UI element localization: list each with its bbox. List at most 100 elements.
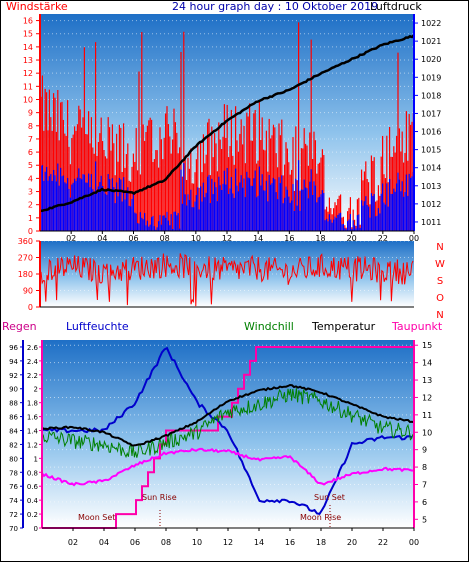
astro-annotations: Moon Set Sun Rise Sun Set Moon Rise [78, 493, 345, 528]
temperatur-tick-label: 9 [422, 446, 427, 455]
bottom-x-tick-label: 04 [99, 538, 109, 547]
moon-rise-label: Moon Rise [300, 513, 341, 522]
regen-tick-label: 2.4 [27, 358, 39, 366]
luftfeuchte-tick-label: 82 [9, 441, 18, 449]
regen-tick-label: 0.6 [27, 483, 39, 491]
temperatur-tick-label: 5 [422, 515, 427, 524]
bottom-x-tick-label: 10 [192, 538, 202, 547]
pressure-tick-label: 1018 [421, 91, 441, 100]
pressure-tick-label: 1022 [421, 19, 441, 28]
regen-tick-label: 0 [34, 525, 38, 533]
pressure-tick-label: 1020 [421, 55, 441, 64]
regen-tick-label: 1.2 [27, 441, 38, 449]
wind-tick-label: 9 [28, 109, 33, 118]
luftfeuchte-tick-label: 86 [9, 414, 18, 422]
regen-tick-label: 2.2 [27, 372, 38, 380]
direction-letter: N [436, 242, 443, 253]
wind-tick-label: 15 [23, 30, 33, 39]
direction-tick-label: 90 [23, 287, 33, 296]
wind-tick-label: 8 [28, 122, 33, 131]
wind-direction-line [40, 253, 414, 307]
wind-tick-label: 7 [28, 135, 33, 144]
direction-tick-label: 360 [18, 237, 33, 246]
luftfeuchte-line [41, 346, 413, 515]
bottom-x-tick-label: 12 [223, 538, 233, 547]
regen-tick-label: 0.8 [27, 469, 38, 477]
wind-tick-label: 6 [28, 148, 33, 157]
page-title: 24 hour graph day : 10 Oktober 2019 [172, 0, 378, 13]
temperatur-tick-label: 6 [422, 498, 427, 507]
temperatur-tick-label: 15 [422, 341, 432, 350]
regen-ticks: 0 0.2 0.4 0.6 0.8 1 1.2 1.4 1.6 1.8 2 2.2 2.4 2.6 [27, 344, 42, 533]
temperatur-line [41, 383, 415, 447]
luftfeuchte-tick-label: 84 [9, 428, 18, 436]
luftfeuchte-tick-label: 74 [9, 497, 18, 505]
bottom-x-tick-label: 00 [409, 538, 419, 547]
luftfeuchte-tick-label: 96 [9, 344, 18, 352]
regen-tick-label: 2.6 [27, 344, 39, 352]
luftfeuchte-tick-label: 80 [9, 455, 18, 463]
wind-tick-label: 13 [23, 56, 33, 65]
legend-windchill: Windchill [244, 320, 294, 333]
wind-avg-bars [40, 160, 414, 231]
wind-tick-label: 5 [28, 161, 33, 170]
direction-letter: W [435, 259, 445, 270]
top-x-tick-label: 14 [253, 234, 263, 243]
wind-tick-label: 11 [23, 82, 33, 91]
luftfeuchte-tick-label: 90 [9, 386, 18, 394]
sun-set-label: Sun Set [314, 493, 345, 502]
temperatur-tick-label: 14 [422, 359, 432, 368]
regen-tick-label: 2 [34, 386, 38, 394]
wind-tick-label: 3 [28, 188, 33, 197]
bottom-x-tick-label: 16 [285, 538, 295, 547]
wind-tick-label: 0 [28, 227, 33, 236]
top-x-ticks: 02 04 06 08 10 12 14 16 18 20 22 00 [66, 231, 419, 243]
bottom-x-tick-label: 14 [254, 538, 264, 547]
bottom-x-tick-label: 02 [68, 538, 78, 547]
bottom-x-ticks: 02 04 06 08 10 12 14 16 18 20 22 00 [68, 528, 419, 547]
regen-tick-label: 1.4 [27, 428, 39, 436]
luftfeuchte-tick-label: 88 [9, 400, 18, 408]
bottom-x-tick-label: 22 [378, 538, 388, 547]
pressure-tick-label: 1016 [421, 128, 441, 137]
regen-tick-label: 0.2 [27, 511, 38, 519]
wind-tick-label: 1 [28, 214, 33, 223]
windchill-line [41, 388, 415, 459]
top-x-tick-label: 06 [128, 234, 138, 243]
regen-tick-label: 0.4 [27, 497, 39, 505]
wind-tick-label: 10 [23, 95, 33, 104]
pressure-tick-label: 1012 [421, 200, 441, 209]
direction-letter: S [437, 276, 443, 287]
wind-axis-label: Windstärke [6, 0, 68, 13]
top-x-tick-label: 04 [97, 234, 107, 243]
top-x-tick-label: 10 [191, 234, 201, 243]
legend-temperatur: Temperatur [311, 320, 376, 333]
bottom-x-tick-label: 20 [347, 538, 357, 547]
direction-tick-label: 0 [28, 303, 33, 312]
luftfeuchte-tick-label: 72 [9, 511, 18, 519]
bottom-x-tick-label: 08 [161, 538, 171, 547]
temperatur-tick-label: 11 [422, 411, 432, 420]
pressure-tick-label: 1017 [421, 109, 441, 118]
luftfeuchte-tick-label: 78 [9, 469, 18, 477]
direction-letter: O [436, 293, 444, 304]
legend-taupunkt: Taupunkt [391, 320, 443, 333]
temperatur-tick-label: 12 [422, 393, 432, 402]
direction-letter: N [436, 310, 443, 321]
temperatur-ticks: 5 6 7 8 9 10 11 12 13 14 15 [414, 341, 432, 524]
wind-tick-label: 12 [23, 69, 33, 78]
moon-set-label: Moon Set [78, 513, 115, 522]
pressure-tick-label: 1014 [421, 164, 441, 173]
pressure-tick-label: 1011 [421, 218, 441, 227]
legend-regen: Regen [2, 320, 37, 333]
top-x-tick-label: 22 [378, 234, 388, 243]
top-x-tick-label: 20 [347, 234, 357, 243]
regen-tick-label: 1.6 [27, 414, 39, 422]
top-x-tick-label: 18 [315, 234, 325, 243]
luftfeuchte-tick-label: 70 [9, 525, 18, 533]
pressure-line [39, 34, 415, 213]
pressure-ticks: 1011 1012 1013 1014 1015 1016 1017 1018 1019 1020… [414, 19, 441, 227]
